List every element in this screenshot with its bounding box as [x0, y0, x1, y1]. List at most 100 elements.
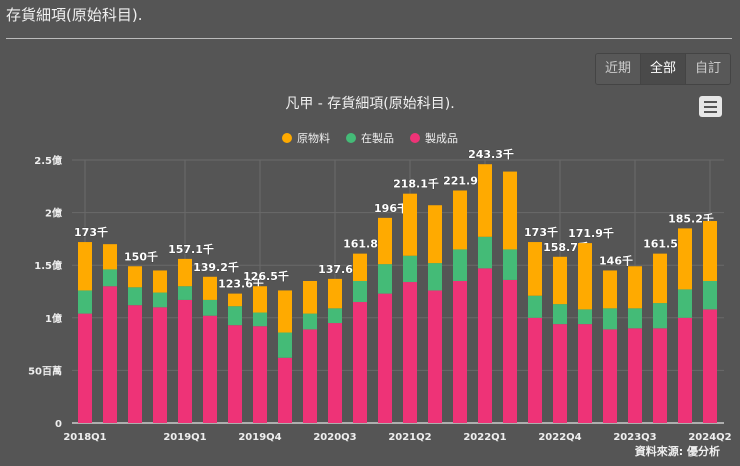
bar-segment[interactable] [253, 286, 267, 313]
bar-segment[interactable] [603, 308, 617, 330]
bar-segment[interactable] [703, 280, 717, 310]
bar-segment[interactable] [378, 264, 392, 294]
bar-segment[interactable] [553, 304, 567, 325]
bar-segment[interactable] [328, 323, 342, 423]
x-tick-label: 2020Q3 [313, 432, 356, 443]
x-tick-label: 2022Q1 [463, 432, 506, 443]
bar-segment[interactable] [503, 171, 517, 250]
hamburger-menu-icon[interactable] [699, 96, 722, 117]
bar-segment[interactable] [478, 164, 492, 237]
bar-segment[interactable] [578, 324, 592, 423]
bar-segment[interactable] [653, 303, 667, 329]
bar-segment[interactable] [653, 328, 667, 423]
legend-item-finished-goods[interactable]: 製成品 [410, 130, 458, 146]
bar-segment[interactable] [278, 357, 292, 423]
bar-segment[interactable] [528, 242, 542, 296]
bar-segment[interactable] [103, 244, 117, 270]
bar-segment[interactable] [103, 269, 117, 287]
bar-segment[interactable] [553, 324, 567, 423]
legend-item-raw-materials[interactable]: 原物料 [282, 130, 330, 146]
bar-segment[interactable] [128, 305, 142, 423]
bar-segment[interactable] [253, 312, 267, 327]
data-label: 218.1千 [393, 177, 439, 191]
bar-segment[interactable] [203, 299, 217, 316]
bar-segment[interactable] [228, 306, 242, 326]
bar-segment[interactable] [178, 286, 192, 300]
y-tick-label: 2.5億 [34, 154, 62, 167]
bar-segment[interactable] [78, 290, 92, 314]
bar-segment[interactable] [503, 249, 517, 280]
bar-segment[interactable] [178, 258, 192, 287]
bar-segment[interactable] [678, 228, 692, 290]
bar-segment[interactable] [203, 315, 217, 423]
bar-segment[interactable] [428, 263, 442, 291]
bar-segment[interactable] [678, 289, 692, 318]
bar-segment[interactable] [628, 308, 642, 329]
y-tick-label: 50百萬 [28, 364, 62, 377]
bar-segment[interactable] [578, 309, 592, 325]
bar-segment[interactable] [628, 266, 642, 309]
bar-segment[interactable] [378, 217, 392, 265]
legend-item-wip[interactable]: 在製品 [346, 130, 394, 146]
data-label: 157.1千 [168, 242, 214, 256]
bar-segment[interactable] [253, 326, 267, 423]
bar-segment[interactable] [453, 249, 467, 281]
bar-segment[interactable] [278, 332, 292, 358]
bar-segment[interactable] [528, 317, 542, 423]
bar-segment[interactable] [153, 307, 167, 423]
data-label: 221.9千 [443, 174, 489, 188]
bar-segment[interactable] [478, 268, 492, 423]
bar-segment[interactable] [153, 270, 167, 293]
bar-segment[interactable] [403, 193, 417, 256]
chart-title: 凡甲 - 存貨細項(原始科目). [285, 96, 455, 112]
bar-segment[interactable] [403, 282, 417, 423]
bar-segment[interactable] [128, 266, 142, 288]
bar-segment[interactable] [353, 280, 367, 303]
data-label: 137.6千 [318, 262, 364, 276]
bar-segment[interactable] [578, 243, 592, 310]
bar-segment[interactable] [228, 293, 242, 307]
legend: 原物料 在製品 製成品 [0, 130, 740, 146]
range-custom-button[interactable]: 自訂 [686, 54, 730, 84]
bar-segment[interactable] [78, 242, 92, 291]
bar-segment[interactable] [403, 255, 417, 283]
bar-segment[interactable] [78, 313, 92, 423]
data-label: 196千 [374, 201, 408, 215]
bar-segment[interactable] [303, 313, 317, 330]
bar-segment[interactable] [328, 278, 342, 309]
bar-segment[interactable] [603, 329, 617, 423]
bar-segment[interactable] [378, 293, 392, 423]
data-label: 150千 [124, 249, 158, 263]
bar-segment[interactable] [353, 253, 367, 281]
bar-segment[interactable] [653, 253, 667, 304]
bar-segment[interactable] [453, 280, 467, 423]
bar-segment[interactable] [678, 317, 692, 423]
bar-segment[interactable] [278, 290, 292, 333]
bar-segment[interactable] [703, 309, 717, 423]
bar-segment[interactable] [453, 190, 467, 250]
bar-segment[interactable] [153, 292, 167, 308]
bar-segment[interactable] [478, 236, 492, 269]
bar-segment[interactable] [428, 290, 442, 423]
divider [6, 38, 732, 39]
bar-segment[interactable] [303, 280, 317, 314]
bar-segment[interactable] [128, 287, 142, 306]
bar-segment[interactable] [103, 286, 117, 423]
bar-segment[interactable] [428, 205, 442, 264]
data-label: 139.2千 [193, 260, 239, 274]
bar-segment[interactable] [178, 299, 192, 423]
bar-segment[interactable] [528, 295, 542, 318]
bar-segment[interactable] [203, 276, 217, 300]
bar-segment[interactable] [303, 329, 317, 423]
bar-segment[interactable] [328, 308, 342, 324]
bar-segment[interactable] [503, 279, 517, 423]
bar-segment[interactable] [628, 328, 642, 423]
range-recent-button[interactable]: 近期 [596, 54, 641, 84]
bar-segment[interactable] [553, 256, 567, 305]
bar-segment[interactable] [353, 302, 367, 423]
bar-segment[interactable] [603, 270, 617, 309]
bar-segment[interactable] [228, 325, 242, 423]
bar-segment[interactable] [703, 221, 717, 281]
x-tick-label: 2024Q2 [688, 432, 731, 443]
range-all-button[interactable]: 全部 [641, 54, 686, 84]
